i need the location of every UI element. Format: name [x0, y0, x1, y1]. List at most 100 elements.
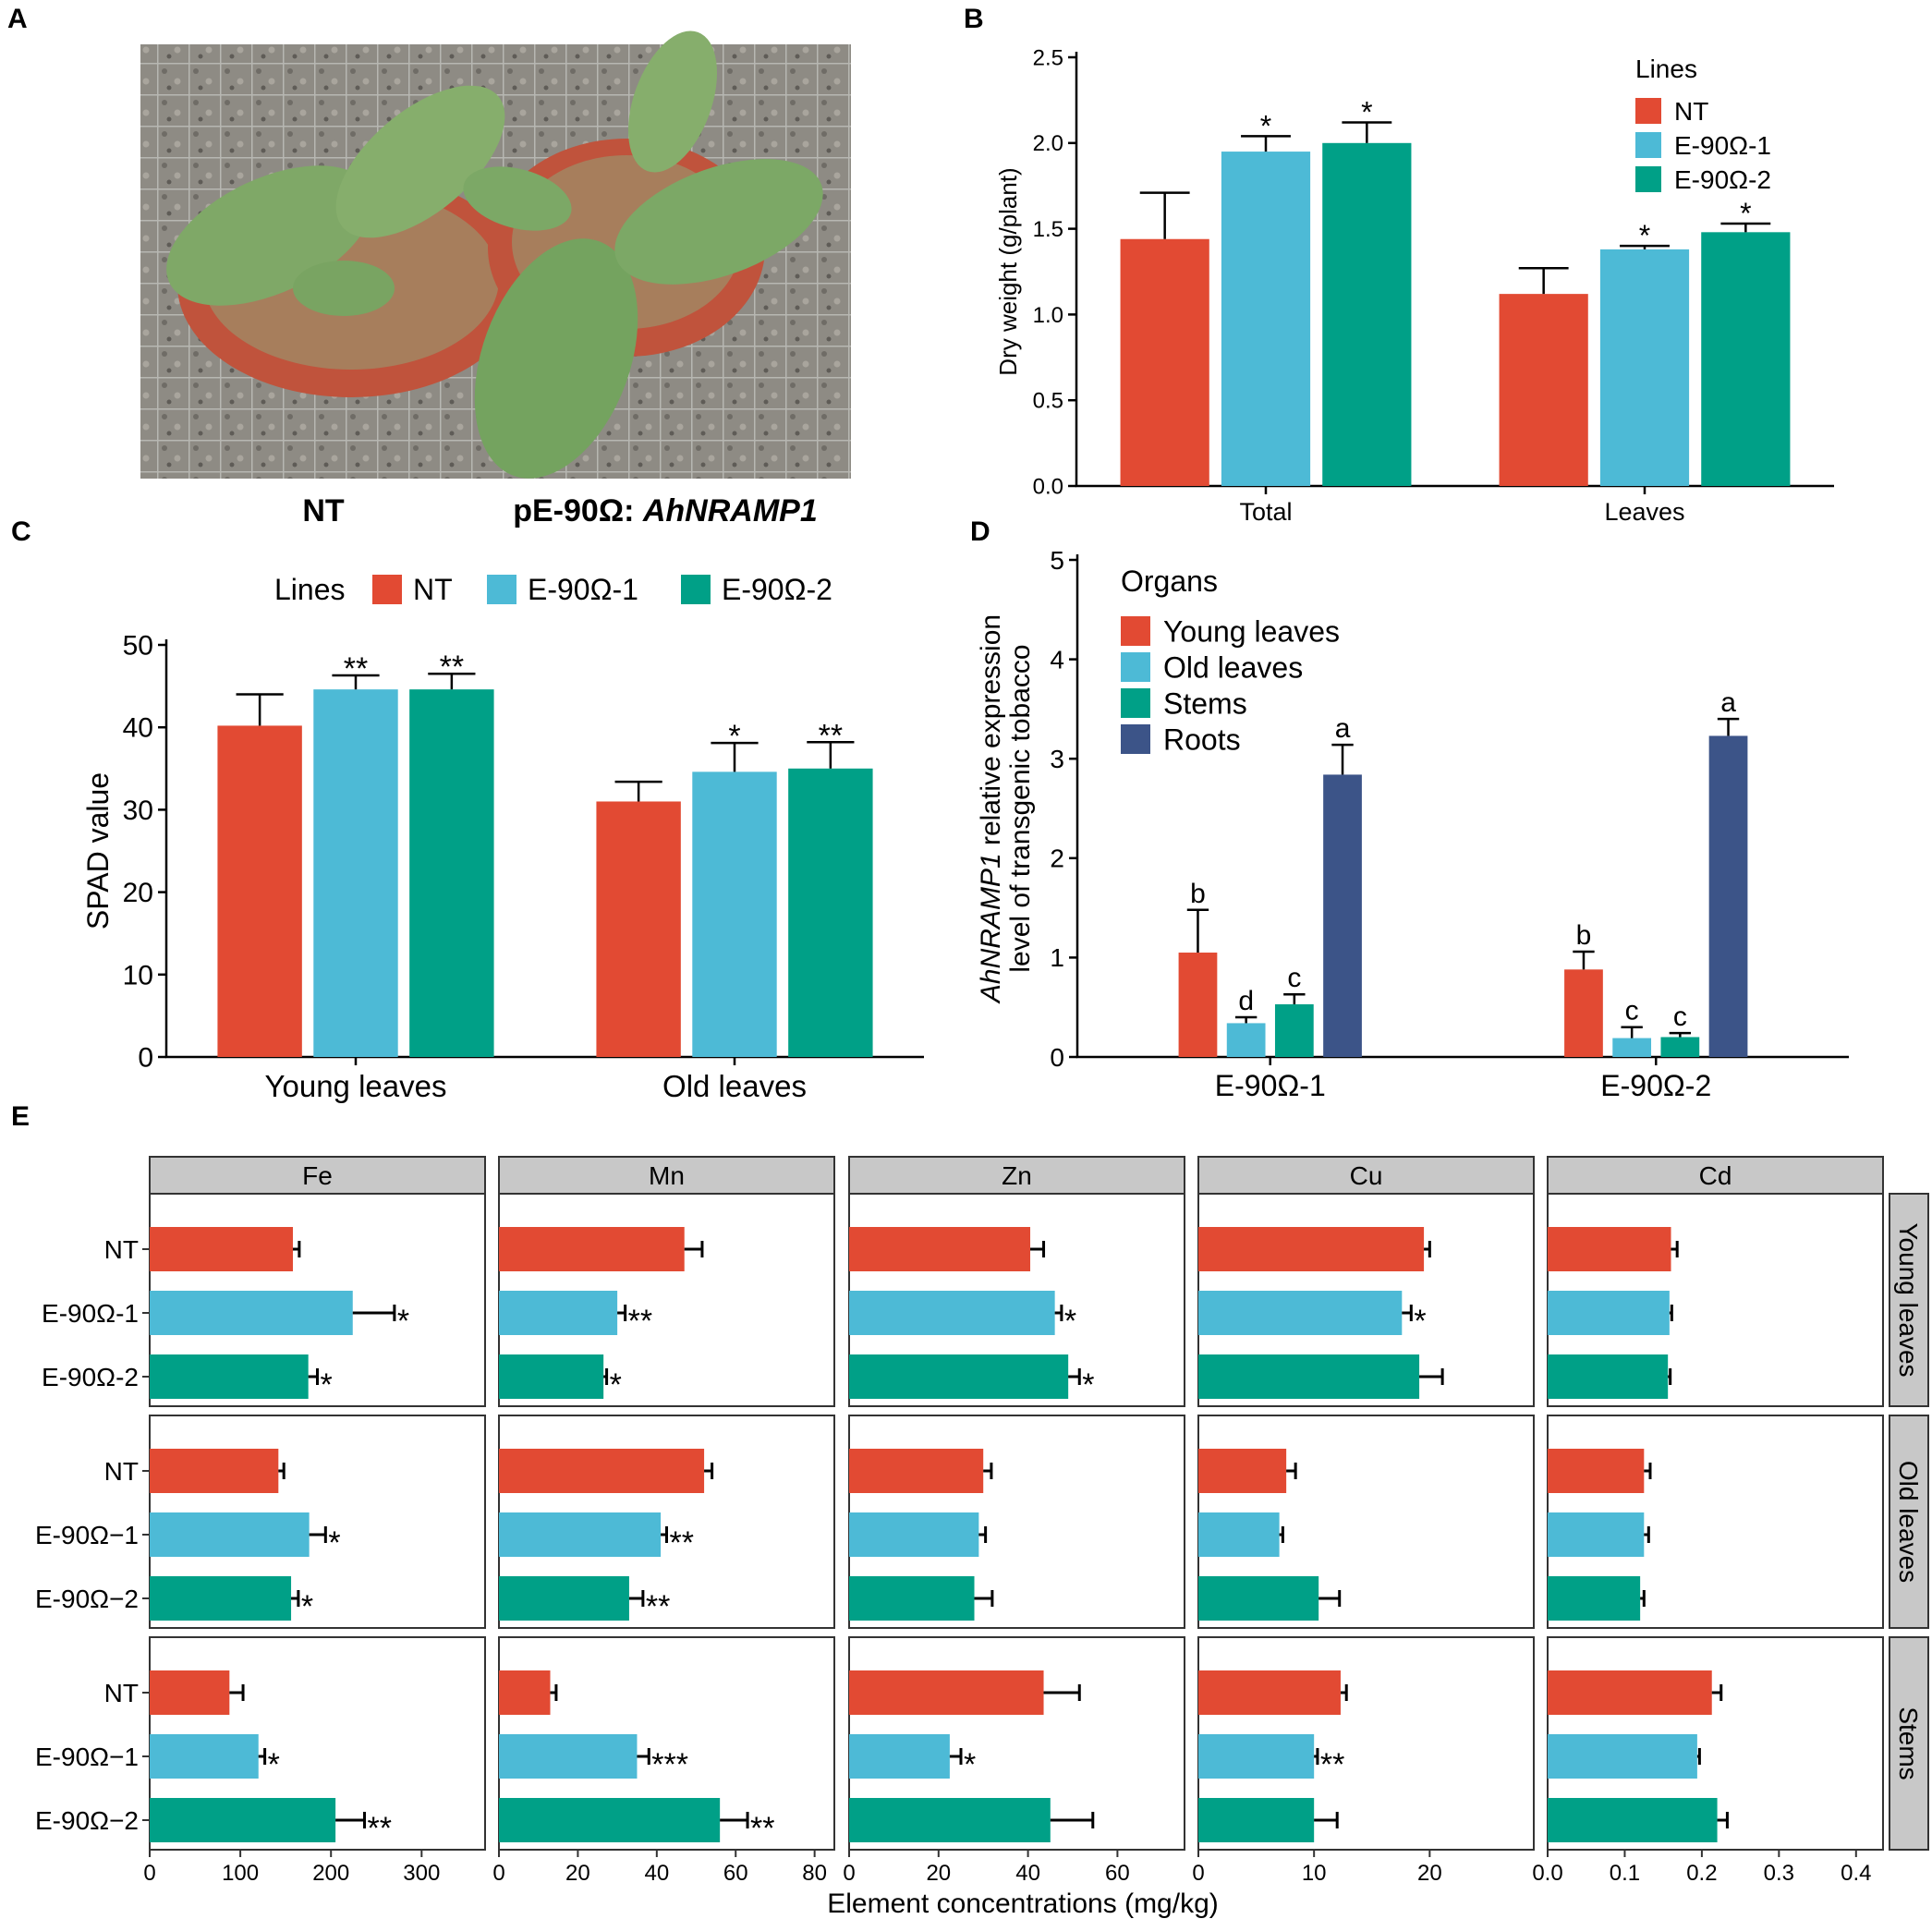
organ-strip — [1889, 1636, 1929, 1851]
legend-label: Stems — [1163, 687, 1247, 721]
bar — [849, 1449, 984, 1493]
x-tick-label: 0.1 — [1610, 1861, 1640, 1886]
x-tick-label: 0 — [143, 1861, 155, 1886]
y-tick-label: 5 — [1050, 546, 1064, 575]
bar — [1274, 1003, 1314, 1057]
bar — [1178, 953, 1218, 1057]
y-axis-label: SPAD value — [81, 772, 115, 929]
bar — [150, 1354, 309, 1399]
row-label: E-90Ω-1 — [42, 1299, 139, 1328]
facet-strip-label: Zn — [1002, 1161, 1032, 1190]
significance-label: ** — [646, 1589, 670, 1624]
chart-d-expression: 0 1 2 3 4 5 E-90Ω-1 b d c a E-90Ω-2 b c c a AhNRAMP1 rel… — [976, 546, 1849, 1102]
facet-strip — [149, 1156, 486, 1195]
row-label: E-90Ω−1 — [35, 1743, 139, 1771]
x-tick-label: 80 — [802, 1861, 827, 1886]
legend-title: Organs — [1121, 565, 1218, 598]
y-axis-label-gene: AhNRAMP1 — [976, 853, 1006, 1004]
x-tick-label: 300 — [403, 1861, 440, 1886]
significance-label: ** — [670, 1525, 694, 1561]
legend-swatch — [1121, 688, 1150, 718]
y-tick-label: 0 — [1050, 1043, 1064, 1072]
legend-label: E-90Ω-1 — [528, 573, 638, 606]
x-category-label: Total — [1239, 498, 1292, 526]
legend-swatch — [681, 575, 711, 604]
significance-label: c — [1625, 996, 1639, 1026]
significance-label: a — [1335, 713, 1351, 744]
y-axis-label-line2: level of transgenic tobacco — [1005, 644, 1036, 972]
bar — [150, 1576, 292, 1621]
bar — [1221, 152, 1311, 486]
significance-label: b — [1190, 879, 1206, 909]
facet-strip-label: Mn — [649, 1161, 685, 1190]
organ-strip-label: Stems — [1894, 1706, 1923, 1779]
panel-label-a: A — [7, 4, 28, 34]
facet-strip — [848, 1156, 1185, 1195]
bar — [150, 1291, 353, 1335]
facet-strip — [1197, 1156, 1535, 1195]
significance-label: ** — [440, 650, 464, 685]
significance-label: a — [1720, 687, 1736, 718]
bar — [1198, 1670, 1341, 1715]
row-label: NT — [104, 1235, 139, 1264]
bar — [849, 1670, 1044, 1715]
bar — [1198, 1798, 1315, 1842]
bar — [1660, 1037, 1700, 1057]
significance-label: * — [1740, 197, 1751, 230]
significance-label: * — [268, 1747, 280, 1782]
legend-swatch — [1635, 132, 1661, 158]
significance-label: * — [397, 1304, 409, 1339]
legend-label: NT — [1674, 97, 1708, 126]
panel-a-caption-nt: NT — [302, 493, 345, 528]
x-tick-label: 0 — [1192, 1861, 1204, 1886]
row-label: NT — [104, 1679, 139, 1707]
x-tick-label: 10 — [1302, 1861, 1327, 1886]
x-tick-label: 0 — [843, 1861, 855, 1886]
row-label: E-90Ω−2 — [35, 1585, 139, 1613]
bar — [849, 1512, 979, 1557]
bar — [1323, 774, 1362, 1057]
significance-label: * — [964, 1747, 976, 1782]
x-tick-label: 200 — [312, 1861, 349, 1886]
significance-label: * — [610, 1367, 622, 1403]
bar — [1198, 1449, 1287, 1493]
x-category-label: Old leaves — [662, 1069, 807, 1103]
facet-strip-label: Cu — [1350, 1161, 1383, 1190]
legend-title: Lines — [274, 573, 346, 606]
legend-label: NT — [413, 573, 453, 606]
bar — [788, 768, 873, 1057]
legend-swatch — [1121, 724, 1150, 754]
x-tick-label: 0 — [492, 1861, 504, 1886]
significance-label: * — [1260, 109, 1271, 142]
bar — [1701, 232, 1791, 486]
bar — [1612, 1038, 1652, 1057]
y-axis-label: AhNRAMP1 relative expression — [976, 614, 1006, 1004]
y-tick-label: 0.5 — [1033, 389, 1063, 414]
significance-label: * — [1082, 1367, 1094, 1403]
x-tick-label: 0.3 — [1764, 1861, 1794, 1886]
legend-swatch — [487, 575, 516, 604]
significance-label: d — [1238, 986, 1254, 1016]
x-category-label: E-90Ω-2 — [1600, 1069, 1711, 1102]
legend-label: E-90Ω-2 — [1674, 165, 1771, 194]
x-tick-label: 60 — [1105, 1861, 1130, 1886]
legend-swatch — [1635, 166, 1661, 192]
bar — [1198, 1512, 1280, 1557]
row-label: E-90Ω-2 — [42, 1363, 139, 1391]
y-tick-label: 0 — [138, 1043, 153, 1074]
significance-label: ** — [344, 651, 368, 686]
bar — [1548, 1576, 1641, 1621]
y-tick-label: 2 — [1050, 844, 1064, 873]
bar — [150, 1449, 279, 1493]
legend-label: E-90Ω-2 — [722, 573, 832, 606]
legend-label: Roots — [1163, 723, 1241, 757]
bar — [499, 1291, 618, 1335]
bar — [499, 1449, 705, 1493]
bar — [1226, 1023, 1266, 1057]
bar — [1548, 1449, 1645, 1493]
x-category-label: Young leaves — [265, 1069, 447, 1103]
bar — [1198, 1291, 1403, 1335]
x-axis-label: Element concentrations (mg/kg) — [827, 1889, 1219, 1919]
x-tick-label: 40 — [1015, 1861, 1040, 1886]
bar — [499, 1576, 629, 1621]
